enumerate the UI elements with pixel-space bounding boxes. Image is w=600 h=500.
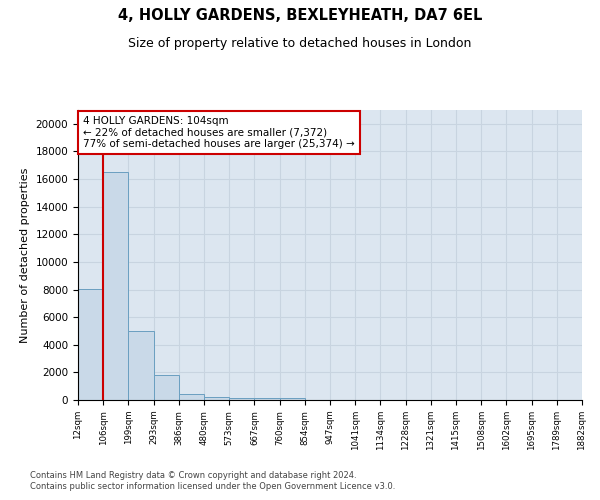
Y-axis label: Number of detached properties: Number of detached properties [20,168,30,342]
Text: 4, HOLLY GARDENS, BEXLEYHEATH, DA7 6EL: 4, HOLLY GARDENS, BEXLEYHEATH, DA7 6EL [118,8,482,22]
Text: Contains HM Land Registry data © Crown copyright and database right 2024.: Contains HM Land Registry data © Crown c… [30,471,356,480]
Text: Size of property relative to detached houses in London: Size of property relative to detached ho… [128,38,472,51]
Bar [229,398,254,400]
Bar [179,394,204,400]
Text: 4 HOLLY GARDENS: 104sqm
← 22% of detached houses are smaller (7,372)
77% of semi: 4 HOLLY GARDENS: 104sqm ← 22% of detache… [83,116,355,149]
Bar [154,375,179,400]
Text: Contains public sector information licensed under the Open Government Licence v3: Contains public sector information licen… [30,482,395,491]
Bar [103,172,128,400]
Bar [204,397,229,400]
Bar [128,331,154,400]
Bar [78,289,103,400]
Bar [254,398,280,400]
Bar [280,398,305,400]
